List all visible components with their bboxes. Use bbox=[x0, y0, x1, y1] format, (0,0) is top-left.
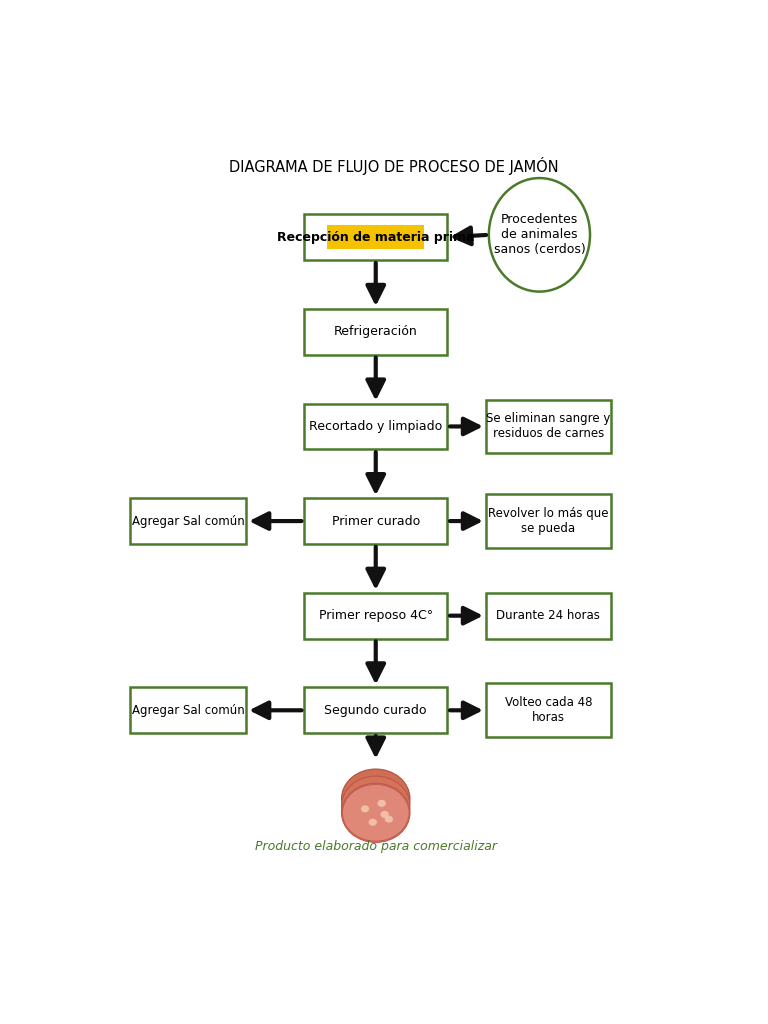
FancyBboxPatch shape bbox=[131, 687, 247, 733]
Ellipse shape bbox=[380, 811, 389, 818]
Ellipse shape bbox=[378, 800, 386, 807]
Ellipse shape bbox=[369, 819, 377, 825]
Text: Primer reposo 4C°: Primer reposo 4C° bbox=[319, 609, 433, 623]
Ellipse shape bbox=[342, 769, 410, 828]
Ellipse shape bbox=[342, 776, 410, 836]
Text: Revolver lo más que
se pueda: Revolver lo más que se pueda bbox=[488, 507, 608, 536]
Text: Procedentes
de animales
sanos (cerdos): Procedentes de animales sanos (cerdos) bbox=[494, 213, 585, 256]
FancyBboxPatch shape bbox=[304, 309, 447, 354]
FancyBboxPatch shape bbox=[131, 499, 247, 544]
FancyBboxPatch shape bbox=[486, 683, 611, 737]
FancyBboxPatch shape bbox=[327, 225, 424, 249]
FancyBboxPatch shape bbox=[304, 593, 447, 639]
Text: Agregar Sal común: Agregar Sal común bbox=[132, 515, 245, 527]
Ellipse shape bbox=[361, 805, 369, 812]
Text: DIAGRAMA DE FLUJO DE PROCESO DE JAMÓN: DIAGRAMA DE FLUJO DE PROCESO DE JAMÓN bbox=[229, 158, 558, 175]
Text: Durante 24 horas: Durante 24 horas bbox=[496, 609, 601, 623]
Text: Se eliminan sangre y
residuos de carnes: Se eliminan sangre y residuos de carnes bbox=[486, 413, 611, 440]
FancyBboxPatch shape bbox=[304, 214, 447, 260]
Text: Refrigeración: Refrigeración bbox=[334, 326, 418, 338]
Text: Recepción de materia prima: Recepción de materia prima bbox=[277, 230, 475, 244]
FancyBboxPatch shape bbox=[304, 403, 447, 450]
Ellipse shape bbox=[342, 783, 410, 843]
FancyBboxPatch shape bbox=[486, 495, 611, 548]
Text: Primer curado: Primer curado bbox=[332, 515, 420, 527]
Text: Agregar Sal común: Agregar Sal común bbox=[132, 703, 245, 717]
FancyBboxPatch shape bbox=[486, 399, 611, 454]
Text: Producto elaborado para comercializar: Producto elaborado para comercializar bbox=[255, 841, 497, 853]
Ellipse shape bbox=[488, 178, 590, 292]
Ellipse shape bbox=[343, 784, 409, 841]
FancyBboxPatch shape bbox=[486, 593, 611, 639]
Text: Recortado y limpiado: Recortado y limpiado bbox=[309, 420, 442, 433]
Text: Segundo curado: Segundo curado bbox=[325, 703, 427, 717]
FancyBboxPatch shape bbox=[304, 687, 447, 733]
Ellipse shape bbox=[385, 815, 393, 822]
FancyBboxPatch shape bbox=[304, 499, 447, 544]
Text: Volteo cada 48
horas: Volteo cada 48 horas bbox=[505, 696, 592, 724]
